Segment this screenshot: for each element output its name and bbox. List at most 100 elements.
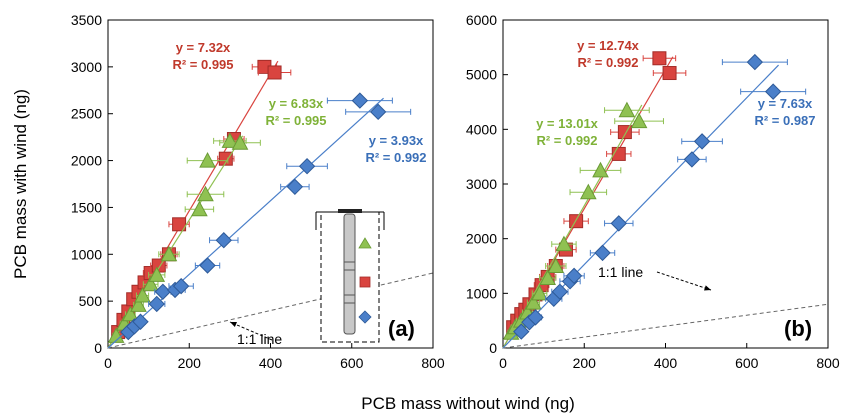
panel-a-green-triangle-point xyxy=(197,185,214,202)
panel-b-x-tick-label: 600 xyxy=(735,355,759,371)
panel-a-blue-diamond-point xyxy=(351,92,369,109)
panel-a-x-tick-label: 600 xyxy=(340,355,364,371)
y-axis-title: PCB mass with wind (ng) xyxy=(11,89,30,279)
panel-b-x-tick-label: 800 xyxy=(816,355,840,371)
panel-b-y-tick-label: 1000 xyxy=(466,285,497,301)
panel-a-blue-diamond-point xyxy=(298,157,316,175)
panel-b-y-tick-label: 6000 xyxy=(466,12,497,28)
panel-a-blue-diamond-point xyxy=(215,232,232,249)
panel-a-y-tick-label: 2500 xyxy=(71,106,102,122)
panel-a-red-square-point xyxy=(267,65,282,80)
panel-b-one-to-one-arrowhead xyxy=(704,285,711,291)
panel-b: 0 200 400 600 800 0 1000 2000 3000 4000 5000 6000 1:… xyxy=(466,12,840,371)
panel-b-x-tick-label: 200 xyxy=(573,355,597,371)
panel-a-green-triangle-point xyxy=(191,200,208,217)
panel-b-green-triangle-point xyxy=(539,269,557,286)
panel-b-green-equation: y = 13.01x xyxy=(536,116,599,131)
panel-a-red-square-point xyxy=(218,151,233,166)
panel-a-blue-diamond-point xyxy=(286,178,304,196)
panel-a-y-tick-label: 3000 xyxy=(71,59,102,75)
panel-b-x-tick-label: 0 xyxy=(499,355,507,371)
panel-a-y-tick-label: 1500 xyxy=(71,199,102,215)
panel-b-blue-diamond-point xyxy=(693,133,711,150)
panel-b-blue-r2: R² = 0.987 xyxy=(754,113,815,128)
panel-a-green-equation: y = 6.83x xyxy=(269,96,324,111)
panel-b-blue-diamond-point xyxy=(551,283,569,300)
panel-a-one-to-one-label: 1:1 line xyxy=(237,331,282,347)
panel-b-y-tick-label: 4000 xyxy=(466,121,497,137)
panel-a-green-triangle-point xyxy=(134,286,151,303)
panel-a-blue-diamond-point xyxy=(132,313,149,330)
panel-b-one-to-one-arrow xyxy=(656,271,712,291)
panel-b-blue-equation: y = 7.63x xyxy=(758,96,813,111)
panel-a-y-tick-label: 3500 xyxy=(71,12,102,28)
panel-a: 0 200 400 600 800 0 500 1000 1500 2000 2500 3000 350… xyxy=(71,12,445,371)
panel-a-green-triangle-point xyxy=(199,152,216,168)
panel-a-x-tick-label: 400 xyxy=(259,355,283,371)
panel-b-one-to-one-line xyxy=(502,303,829,349)
panel-a-blue-diamond-point xyxy=(199,257,216,274)
panel-a-x-tick-label: 800 xyxy=(421,355,445,371)
panel-b-y-tick-label: 5000 xyxy=(466,67,497,83)
panel-b-green-triangle-point xyxy=(618,101,636,118)
panel-a-green-triangle-point xyxy=(122,305,139,322)
panel-a-blue-diamond-point xyxy=(172,277,190,295)
panel-a-green-triangle-point xyxy=(221,132,239,148)
panel-label-a: (a) xyxy=(388,316,415,341)
sampler-tube xyxy=(343,213,356,335)
panel-b-one-to-one-label: 1:1 line xyxy=(598,264,643,280)
panel-b-y-tick-label: 0 xyxy=(489,340,497,356)
panel-a-blue-r2: R² = 0.992 xyxy=(365,150,426,165)
panel-a-green-triangle-point xyxy=(148,266,166,282)
panel-a-y-tick-label: 0 xyxy=(94,340,102,356)
panel-b-blue-diamond-point xyxy=(594,244,611,262)
sampler-inset xyxy=(315,209,385,343)
panel-b-green-triangle-point xyxy=(579,183,597,200)
panel-b-red-square-point xyxy=(662,66,677,81)
panel-b-red-equation: y = 12.74x xyxy=(577,38,640,53)
panel-b-x-tick-label: 400 xyxy=(654,355,678,371)
panel-b-y-tick-label: 2000 xyxy=(466,231,497,247)
panel-b-red-square-point xyxy=(652,51,667,66)
panel-b-green-triangle-point xyxy=(555,235,573,252)
panel-b-green-triangle-point xyxy=(547,257,565,273)
panel-b-green-triangle-point xyxy=(592,161,609,178)
panel-a-x-tick-label: 0 xyxy=(104,355,112,371)
panel-b-blue-diamond-point xyxy=(683,151,701,168)
x-axis-title: PCB mass without wind (ng) xyxy=(361,394,575,413)
panel-a-y-tick-label: 1000 xyxy=(71,246,102,262)
inset-red-square xyxy=(359,276,371,288)
panel-a-red-r2: R² = 0.995 xyxy=(172,57,233,72)
panel-b-green-triangle-point xyxy=(525,294,542,310)
panel-a-blue-diamond-point xyxy=(148,295,165,313)
panel-a-one-to-one-arrow xyxy=(229,321,273,341)
panel-a-blue-equation: y = 3.93x xyxy=(369,133,424,148)
panel-b-blue-diamond-point xyxy=(746,53,764,71)
panel-a-green-triangle-point xyxy=(142,275,159,292)
panel-a-y-tick-label: 500 xyxy=(79,293,103,309)
panel-label-b: (b) xyxy=(784,316,812,341)
panel-b-red-r2: R² = 0.992 xyxy=(577,55,638,70)
panel-b-green-triangle-point xyxy=(531,284,548,301)
panel-a-red-square-point xyxy=(172,217,187,232)
panel-a-blue-diamond-point xyxy=(369,103,387,121)
panel-b-blue-diamond-point xyxy=(565,267,583,285)
panel-b-blue-diamond-point xyxy=(610,215,627,232)
panel-a-x-tick-label: 200 xyxy=(178,355,202,371)
panel-b-blue-diamond-point xyxy=(513,323,530,340)
panel-a-red-equation: y = 7.32x xyxy=(176,40,231,55)
inset-blue-diamond xyxy=(358,310,372,324)
panel-a-green-triangle-point xyxy=(130,296,147,312)
panel-a-green-triangle-point xyxy=(107,327,125,343)
panel-b-green-triangle-point xyxy=(630,112,648,129)
panel-a-y-tick-label: 2000 xyxy=(71,153,102,169)
panel-b-blue-diamond-point xyxy=(764,83,782,100)
panel-b-y-tick-label: 3000 xyxy=(466,176,497,192)
panel-a-green-r2: R² = 0.995 xyxy=(265,113,326,128)
panel-b-blue-diamond-point xyxy=(527,309,544,326)
panel-a-green-triangle-point xyxy=(231,134,249,150)
inset-green-triangle xyxy=(358,237,372,249)
panel-a-green-triangle-point xyxy=(160,245,178,262)
panel-a-one-to-one-arrowhead xyxy=(230,322,237,328)
